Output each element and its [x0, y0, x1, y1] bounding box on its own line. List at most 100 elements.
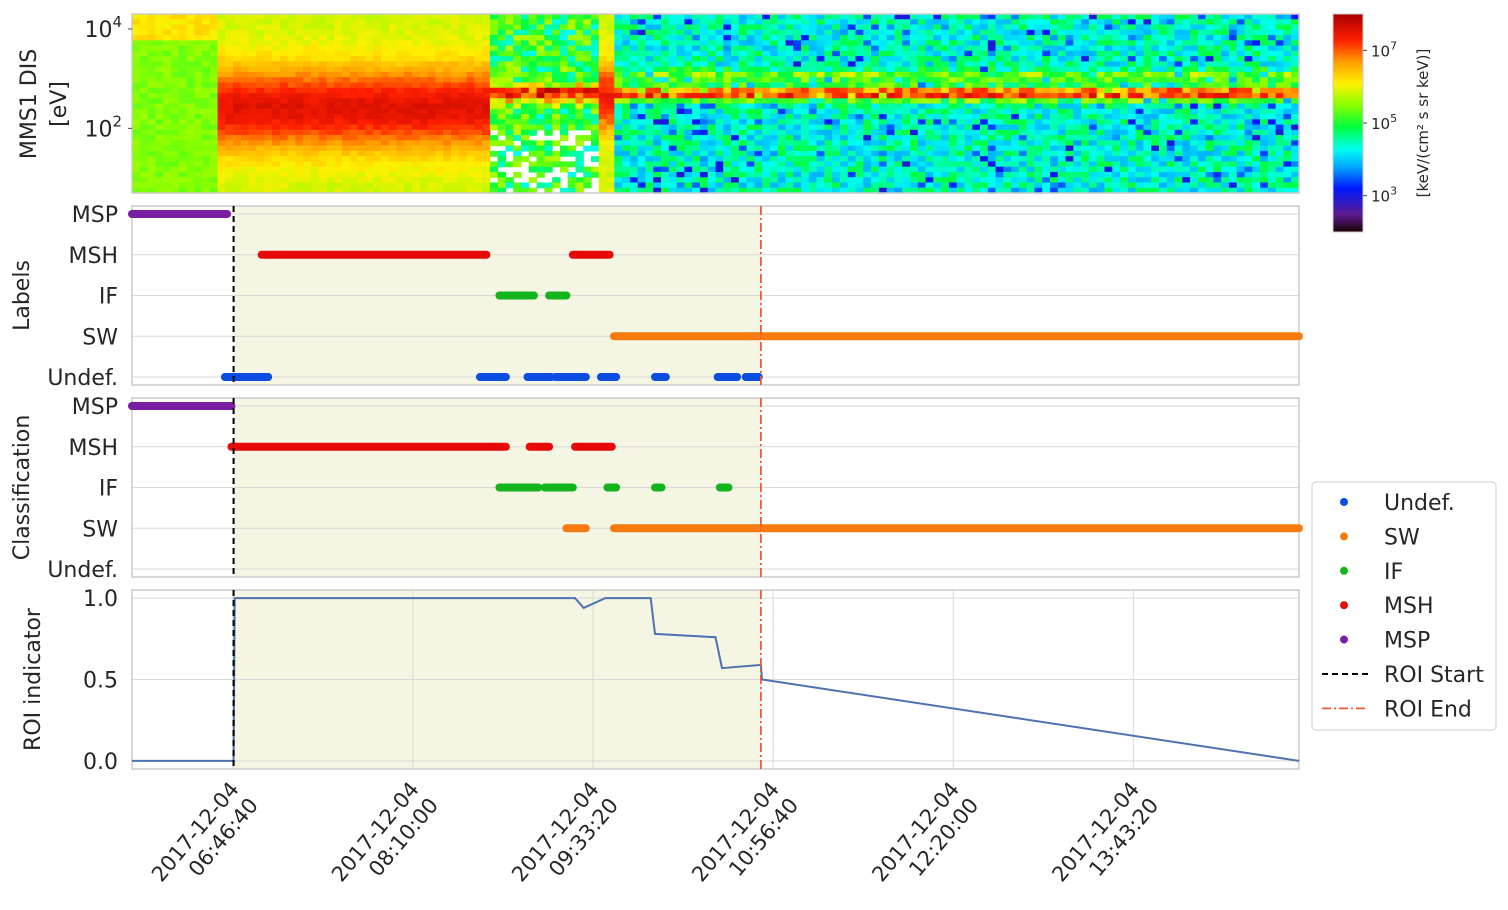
spectrogram-cell	[1081, 50, 1090, 57]
spectrogram-cell	[847, 108, 857, 115]
spectrogram-cell	[808, 150, 818, 157]
spectrogram-cell	[170, 45, 180, 52]
spectrogram-cell	[676, 140, 685, 147]
spectrogram-cell	[427, 103, 437, 110]
spectrogram-cell	[1112, 103, 1121, 110]
spectrogram-cell	[676, 129, 685, 136]
spectrogram-cell	[1081, 77, 1090, 84]
spectrogram-cell	[1166, 187, 1176, 194]
spectrogram-cell	[489, 24, 499, 31]
spectrogram-cell	[1244, 82, 1253, 89]
spectrogram-cell	[1050, 45, 1059, 52]
spectrogram-cell	[699, 98, 709, 105]
spectrogram-cell	[1228, 171, 1238, 178]
spectrogram-cell	[1228, 29, 1238, 36]
spectrogram-cell	[225, 29, 234, 36]
spectrogram-cell	[1096, 19, 1106, 26]
spectrogram-cell	[217, 140, 226, 147]
spectrogram-cell	[878, 129, 888, 136]
spectrogram-cell	[1120, 129, 1129, 136]
spectrogram-cell	[380, 161, 390, 168]
spectrogram-cell	[1236, 19, 1246, 26]
spectrogram-cell	[248, 92, 258, 99]
spectrogram-cell	[349, 166, 359, 173]
spectrogram-cell	[1073, 145, 1082, 152]
spectrogram-cell	[264, 135, 273, 141]
spectrogram-cell	[637, 124, 647, 131]
spectrogram-cell	[264, 98, 273, 105]
spectrogram-cell	[1003, 19, 1012, 26]
spectrogram-cell	[910, 35, 919, 41]
spectrogram-cell	[365, 45, 374, 52]
spectrogram-cell	[1034, 187, 1043, 194]
spectrogram-cell	[746, 124, 755, 131]
spectrogram-cell	[622, 187, 631, 194]
spectrogram-cell	[886, 108, 896, 115]
spectrogram-cell	[808, 129, 818, 136]
spectrogram-cell	[637, 150, 647, 157]
spectrogram-cell	[738, 66, 748, 73]
spectrogram-cell	[878, 135, 888, 141]
spectrogram-cell	[194, 98, 203, 105]
spectrogram-cell	[1088, 182, 1098, 189]
spectrogram-cell	[606, 82, 615, 89]
spectrogram-cell	[878, 77, 888, 84]
spectrogram-cell	[964, 129, 973, 136]
spectrogram-cell	[1042, 71, 1051, 78]
spectrogram-cell	[591, 71, 600, 78]
spectrogram-cell	[412, 29, 421, 36]
spectrogram-cell	[412, 124, 421, 131]
spectrogram-cell	[1057, 50, 1067, 57]
spectrogram-cell	[668, 108, 678, 115]
spectrogram-cell	[458, 24, 468, 31]
spectrogram-cell	[256, 129, 265, 136]
spectrogram-cell	[349, 45, 359, 52]
spectrogram-cell	[948, 77, 958, 84]
spectrogram-cell	[474, 40, 483, 47]
spectrogram-cell	[839, 156, 849, 163]
spectrogram-cell	[163, 45, 172, 52]
spectrogram-cell	[676, 19, 685, 26]
spectrogram-cell	[653, 103, 662, 110]
spectrogram-cell	[209, 129, 219, 136]
spectrogram-cell	[1197, 177, 1207, 184]
spectrogram-cell	[544, 150, 553, 157]
spectrogram-cell	[995, 50, 1004, 57]
spectrogram-cell	[1120, 24, 1129, 31]
spectrogram-cell	[489, 61, 499, 68]
spectrogram-cell	[248, 150, 258, 157]
spectrogram-cell	[1267, 92, 1277, 99]
spectrogram-cell	[412, 82, 421, 89]
spectrogram-cell	[178, 66, 188, 73]
spectrogram-cell	[287, 187, 296, 194]
spectrogram-cell	[917, 56, 927, 62]
spectrogram-cell	[661, 19, 670, 26]
spectrogram-cell	[295, 145, 304, 152]
spectrogram-cell	[1151, 124, 1160, 131]
spectrogram-cell	[1065, 156, 1074, 163]
spectrogram-cell	[668, 114, 678, 120]
spectrogram-cell	[202, 145, 211, 152]
spectrogram-cell	[505, 24, 514, 31]
spectrogram-cell	[684, 98, 693, 105]
spectrogram-cell	[684, 187, 693, 194]
spectrogram-cell	[209, 156, 219, 163]
spectrogram-cell	[575, 24, 584, 31]
spectrogram-cell	[1236, 182, 1246, 189]
spectrogram-cell	[567, 87, 577, 94]
spectrogram-cell	[777, 156, 787, 163]
spectrogram-cell	[723, 182, 732, 189]
spectrogram-cell	[785, 124, 794, 131]
spectrogram-cell	[598, 92, 608, 99]
spectrogram-cell	[380, 119, 390, 126]
spectrogram-cell	[941, 77, 950, 84]
spectrogram-cell	[326, 87, 335, 94]
spectrogram-cell	[202, 140, 211, 147]
spectrogram-cell	[186, 45, 195, 52]
spectrogram-cell	[132, 145, 141, 152]
spectrogram-cell	[303, 171, 312, 178]
spectrogram-cell	[676, 82, 685, 89]
spectrogram-cell	[575, 14, 584, 20]
spectrogram-cell	[1221, 171, 1230, 178]
spectrogram-cell	[668, 182, 678, 189]
